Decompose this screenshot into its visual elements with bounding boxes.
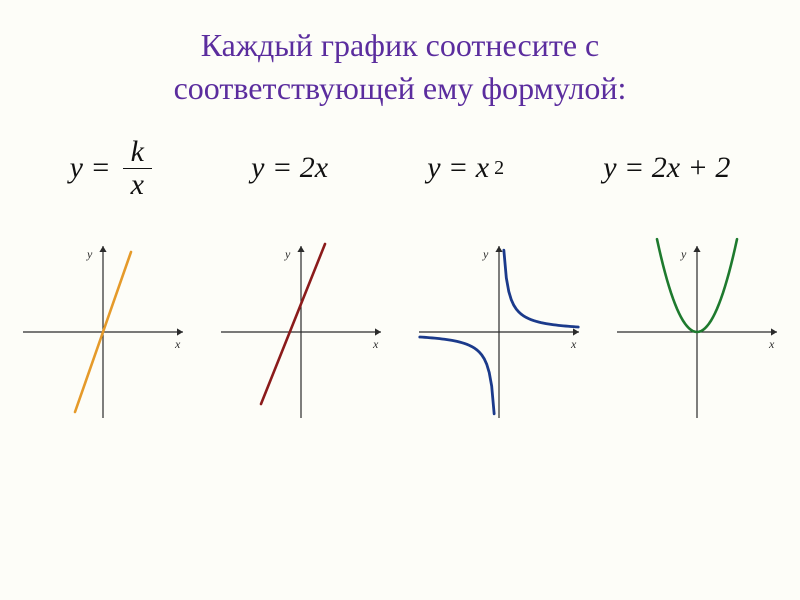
title-line-1: Каждый график соотнесите с [0, 24, 800, 67]
formula-1-left: y = [70, 151, 111, 185]
chart-1: xy [8, 222, 198, 432]
formula-parabola: y = x2 [427, 151, 504, 185]
chart-3: xy [404, 222, 594, 432]
formula-3-square: 2 [494, 157, 504, 180]
formula-4-text: y = 2x + 2 [603, 151, 730, 185]
formula-1-den: x [123, 169, 152, 201]
formula-3-left: y = x [427, 151, 489, 185]
formula-1-num: k [123, 136, 152, 168]
formula-line-2x-plus-2: y = 2x + 2 [603, 151, 730, 185]
charts-row: xy xy xy xy [4, 222, 796, 432]
svg-text:x: x [570, 337, 577, 351]
chart-4: xy [602, 222, 792, 432]
svg-text:x: x [372, 337, 379, 351]
svg-text:y: y [482, 247, 489, 261]
formula-line-2x: y = 2x [251, 151, 328, 185]
formula-row: y = k x y = 2x y = x2 y = 2x + 2 [20, 136, 780, 200]
title-line-2: соответствующей ему формулой: [0, 67, 800, 110]
svg-text:x: x [768, 337, 775, 351]
svg-text:x: x [174, 337, 181, 351]
svg-text:y: y [86, 247, 93, 261]
chart-2: xy [206, 222, 396, 432]
formula-1-fraction: k x [123, 136, 152, 200]
formula-2-text: y = 2x [251, 151, 328, 185]
svg-text:y: y [680, 247, 687, 261]
formula-hyperbola: y = k x [70, 136, 152, 200]
svg-text:y: y [284, 247, 291, 261]
